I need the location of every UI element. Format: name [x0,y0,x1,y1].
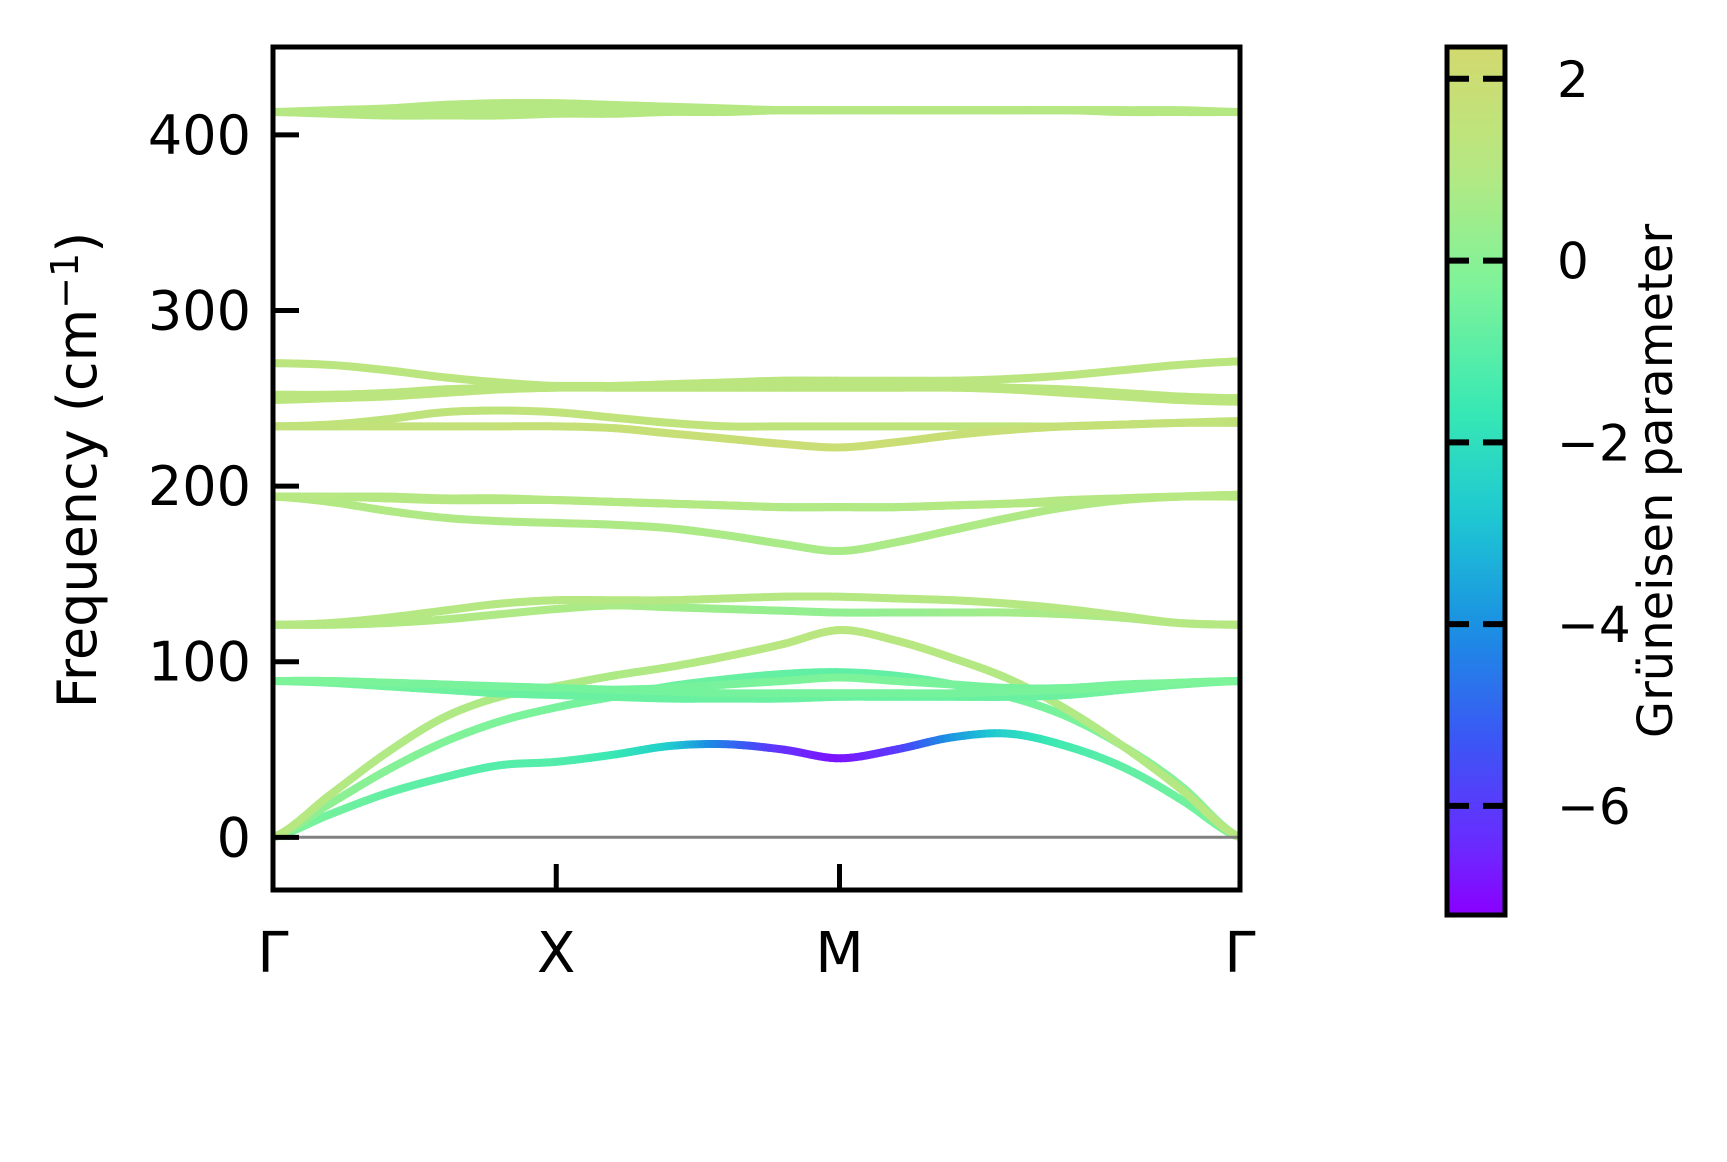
plot-frame [270,44,1243,893]
colorbar-tick-label: −6 [1557,778,1631,836]
y-axis-label-superscript: −1 [43,253,87,309]
colorbar-tick-label: −2 [1557,414,1631,472]
x-axis-tick-label: Γ [257,921,288,986]
y-axis-ticks [273,132,299,840]
y-axis-tick-label: 100 [148,631,251,694]
y-axis-label: Frequency (cm−1) [43,232,109,709]
colorbar-tick-labels: 2 0 −2 −4 −6 [1557,51,1631,836]
band-curve [273,729,1240,842]
colorbar-label: Grüneisen parameter [1628,224,1684,739]
x-axis-ticks [270,864,1243,890]
y-axis-tick-label: 200 [148,455,251,518]
band-curve [273,676,1240,698]
colorbar-tick-label: 0 [1557,233,1589,291]
y-axis-tick-label: 400 [148,104,251,167]
band-curve [273,106,1240,120]
band-curve [273,357,1240,391]
y-axis-label-main: Frequency (cm [46,309,109,709]
colorbar: 2 0 −2 −4 −6 Grüneisen parameter [1444,44,1684,918]
colorbar-tick-label: 2 [1557,51,1589,109]
x-axis-tick-label: X [537,921,575,986]
colorbar-ticks [1447,75,1505,809]
y-axis-label-tail: ) [46,232,109,253]
band-curve [273,490,1240,512]
band-curve [273,490,1240,556]
x-axis-tick-label: Γ [1224,921,1255,986]
colorbar-tick-label: −4 [1557,596,1631,654]
y-axis-tick-labels: 0 100 200 300 400 [148,104,251,870]
x-axis-tick-label: M [815,921,863,986]
y-axis-tick-label: 300 [148,279,251,342]
band-curve [273,592,1240,629]
y-axis-tick-label: 0 [217,806,251,869]
band-curves-group [273,98,1240,842]
band-curve [273,601,1240,629]
svg-text:Frequency (cm−1): Frequency (cm−1) [43,232,109,709]
colorbar-gradient [1444,44,1508,918]
band-curve [273,418,1240,452]
